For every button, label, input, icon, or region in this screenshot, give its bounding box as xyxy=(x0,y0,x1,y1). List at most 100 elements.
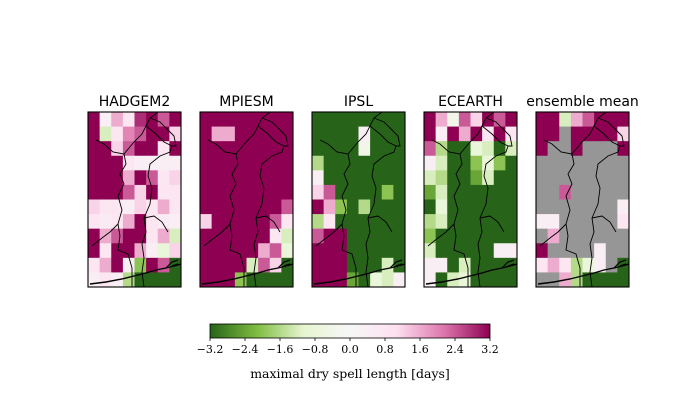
grid-cell xyxy=(99,257,112,273)
grid-cell xyxy=(146,141,159,157)
grid-cell xyxy=(200,214,213,230)
grid-cell xyxy=(536,199,549,215)
grid-cell xyxy=(223,214,236,230)
grid-cell xyxy=(458,184,471,200)
grid-cell xyxy=(234,243,247,259)
grid-cell xyxy=(88,214,101,230)
grid-cell xyxy=(617,170,629,186)
grid-cell xyxy=(169,243,181,259)
grid-cells xyxy=(200,112,293,287)
grid-cell xyxy=(617,199,629,215)
grid-cell xyxy=(88,155,101,171)
grid-cell xyxy=(134,243,147,259)
grid-cell xyxy=(381,141,394,157)
grid-cell xyxy=(605,141,618,157)
grid-cell xyxy=(582,184,595,200)
grid-cell xyxy=(358,257,371,273)
grid-cell xyxy=(157,170,170,186)
grid-cell xyxy=(99,272,112,287)
grid-cell xyxy=(281,214,293,230)
grid-cell xyxy=(435,257,448,273)
grid-cell xyxy=(258,155,271,171)
grid-cell xyxy=(370,170,383,186)
grid-cell xyxy=(393,228,405,244)
colorbar-ticks: −3.2 −2.4 −1.6 −0.8 0.0 0.8 1.6 2.4 3.2 xyxy=(197,338,499,356)
grid-cell xyxy=(505,155,517,171)
colorbar-tick-label: −3.2 xyxy=(197,343,224,356)
grid-cell xyxy=(157,155,170,171)
grid-cell xyxy=(393,243,405,259)
grid-cell xyxy=(435,126,448,142)
grid-cell xyxy=(122,228,135,244)
panel-frame xyxy=(199,111,294,288)
grid-cell xyxy=(88,112,101,127)
grid-cell xyxy=(617,228,629,244)
grid-cell xyxy=(570,272,583,287)
grid-cell xyxy=(134,155,147,171)
grid-cell xyxy=(335,126,348,142)
grid-cell xyxy=(146,199,159,215)
grid-cells xyxy=(312,112,405,287)
grid-cell xyxy=(269,155,282,171)
grid-cell xyxy=(335,155,348,171)
grid-cell xyxy=(447,112,460,127)
colorbar-tick-label: 0.0 xyxy=(341,343,359,356)
grid-cell xyxy=(157,112,170,127)
grid-cell xyxy=(458,243,471,259)
grid-cell xyxy=(424,228,437,244)
grid-cell xyxy=(570,126,583,142)
grid-cell xyxy=(381,214,394,230)
panel-title: ensemble mean xyxy=(526,94,639,110)
grid-cell xyxy=(200,228,213,244)
grid-cell xyxy=(458,272,471,287)
grid-cell xyxy=(211,170,224,186)
grid-cell xyxy=(200,272,213,287)
grid-cell xyxy=(200,126,213,142)
grid-cell xyxy=(482,243,495,259)
grid-cell xyxy=(281,199,293,215)
grid-cell xyxy=(505,184,517,200)
map-panel-5: ensemble mean xyxy=(526,94,639,288)
grid-cell xyxy=(281,184,293,200)
grid-cell xyxy=(211,257,224,273)
panel-frame xyxy=(311,111,406,288)
grid-cell xyxy=(505,141,517,157)
grid-cell xyxy=(169,141,181,157)
grid-cell xyxy=(536,155,549,171)
colorbar-tick-label: 0.8 xyxy=(376,343,394,356)
grid-cell xyxy=(269,199,282,215)
grid-cell xyxy=(370,272,383,287)
grid-cell xyxy=(169,184,181,200)
grid-cell xyxy=(346,243,359,259)
grid-cell xyxy=(312,112,325,127)
grid-cell xyxy=(88,126,101,142)
grid-cell xyxy=(200,199,213,215)
grid-cell xyxy=(200,170,213,186)
grid-cell xyxy=(536,184,549,200)
grid-cell xyxy=(223,184,236,200)
grid-cell xyxy=(458,170,471,186)
panel-frame xyxy=(423,111,518,288)
grid-cell xyxy=(122,170,135,186)
grid-cell xyxy=(605,243,618,259)
grid-cell xyxy=(594,141,607,157)
grid-cell xyxy=(435,141,448,157)
grid-cell xyxy=(99,126,112,142)
grid-cell xyxy=(234,170,247,186)
grid-cell xyxy=(323,243,336,259)
colorbar-tick-label: −1.6 xyxy=(267,343,294,356)
grid-cell xyxy=(246,257,259,273)
grid-cell xyxy=(323,170,336,186)
grid-cell xyxy=(605,228,618,244)
grid-cell xyxy=(594,243,607,259)
grid-cell xyxy=(312,126,325,142)
grid-cell xyxy=(258,228,271,244)
grid-cell xyxy=(281,272,293,287)
grid-cell xyxy=(200,257,213,273)
panel-title: IPSL xyxy=(344,94,373,110)
grid-cell xyxy=(269,184,282,200)
grid-cell xyxy=(547,199,560,215)
grid-cell xyxy=(536,214,549,230)
grid-cell xyxy=(381,126,394,142)
grid-cell xyxy=(447,126,460,142)
